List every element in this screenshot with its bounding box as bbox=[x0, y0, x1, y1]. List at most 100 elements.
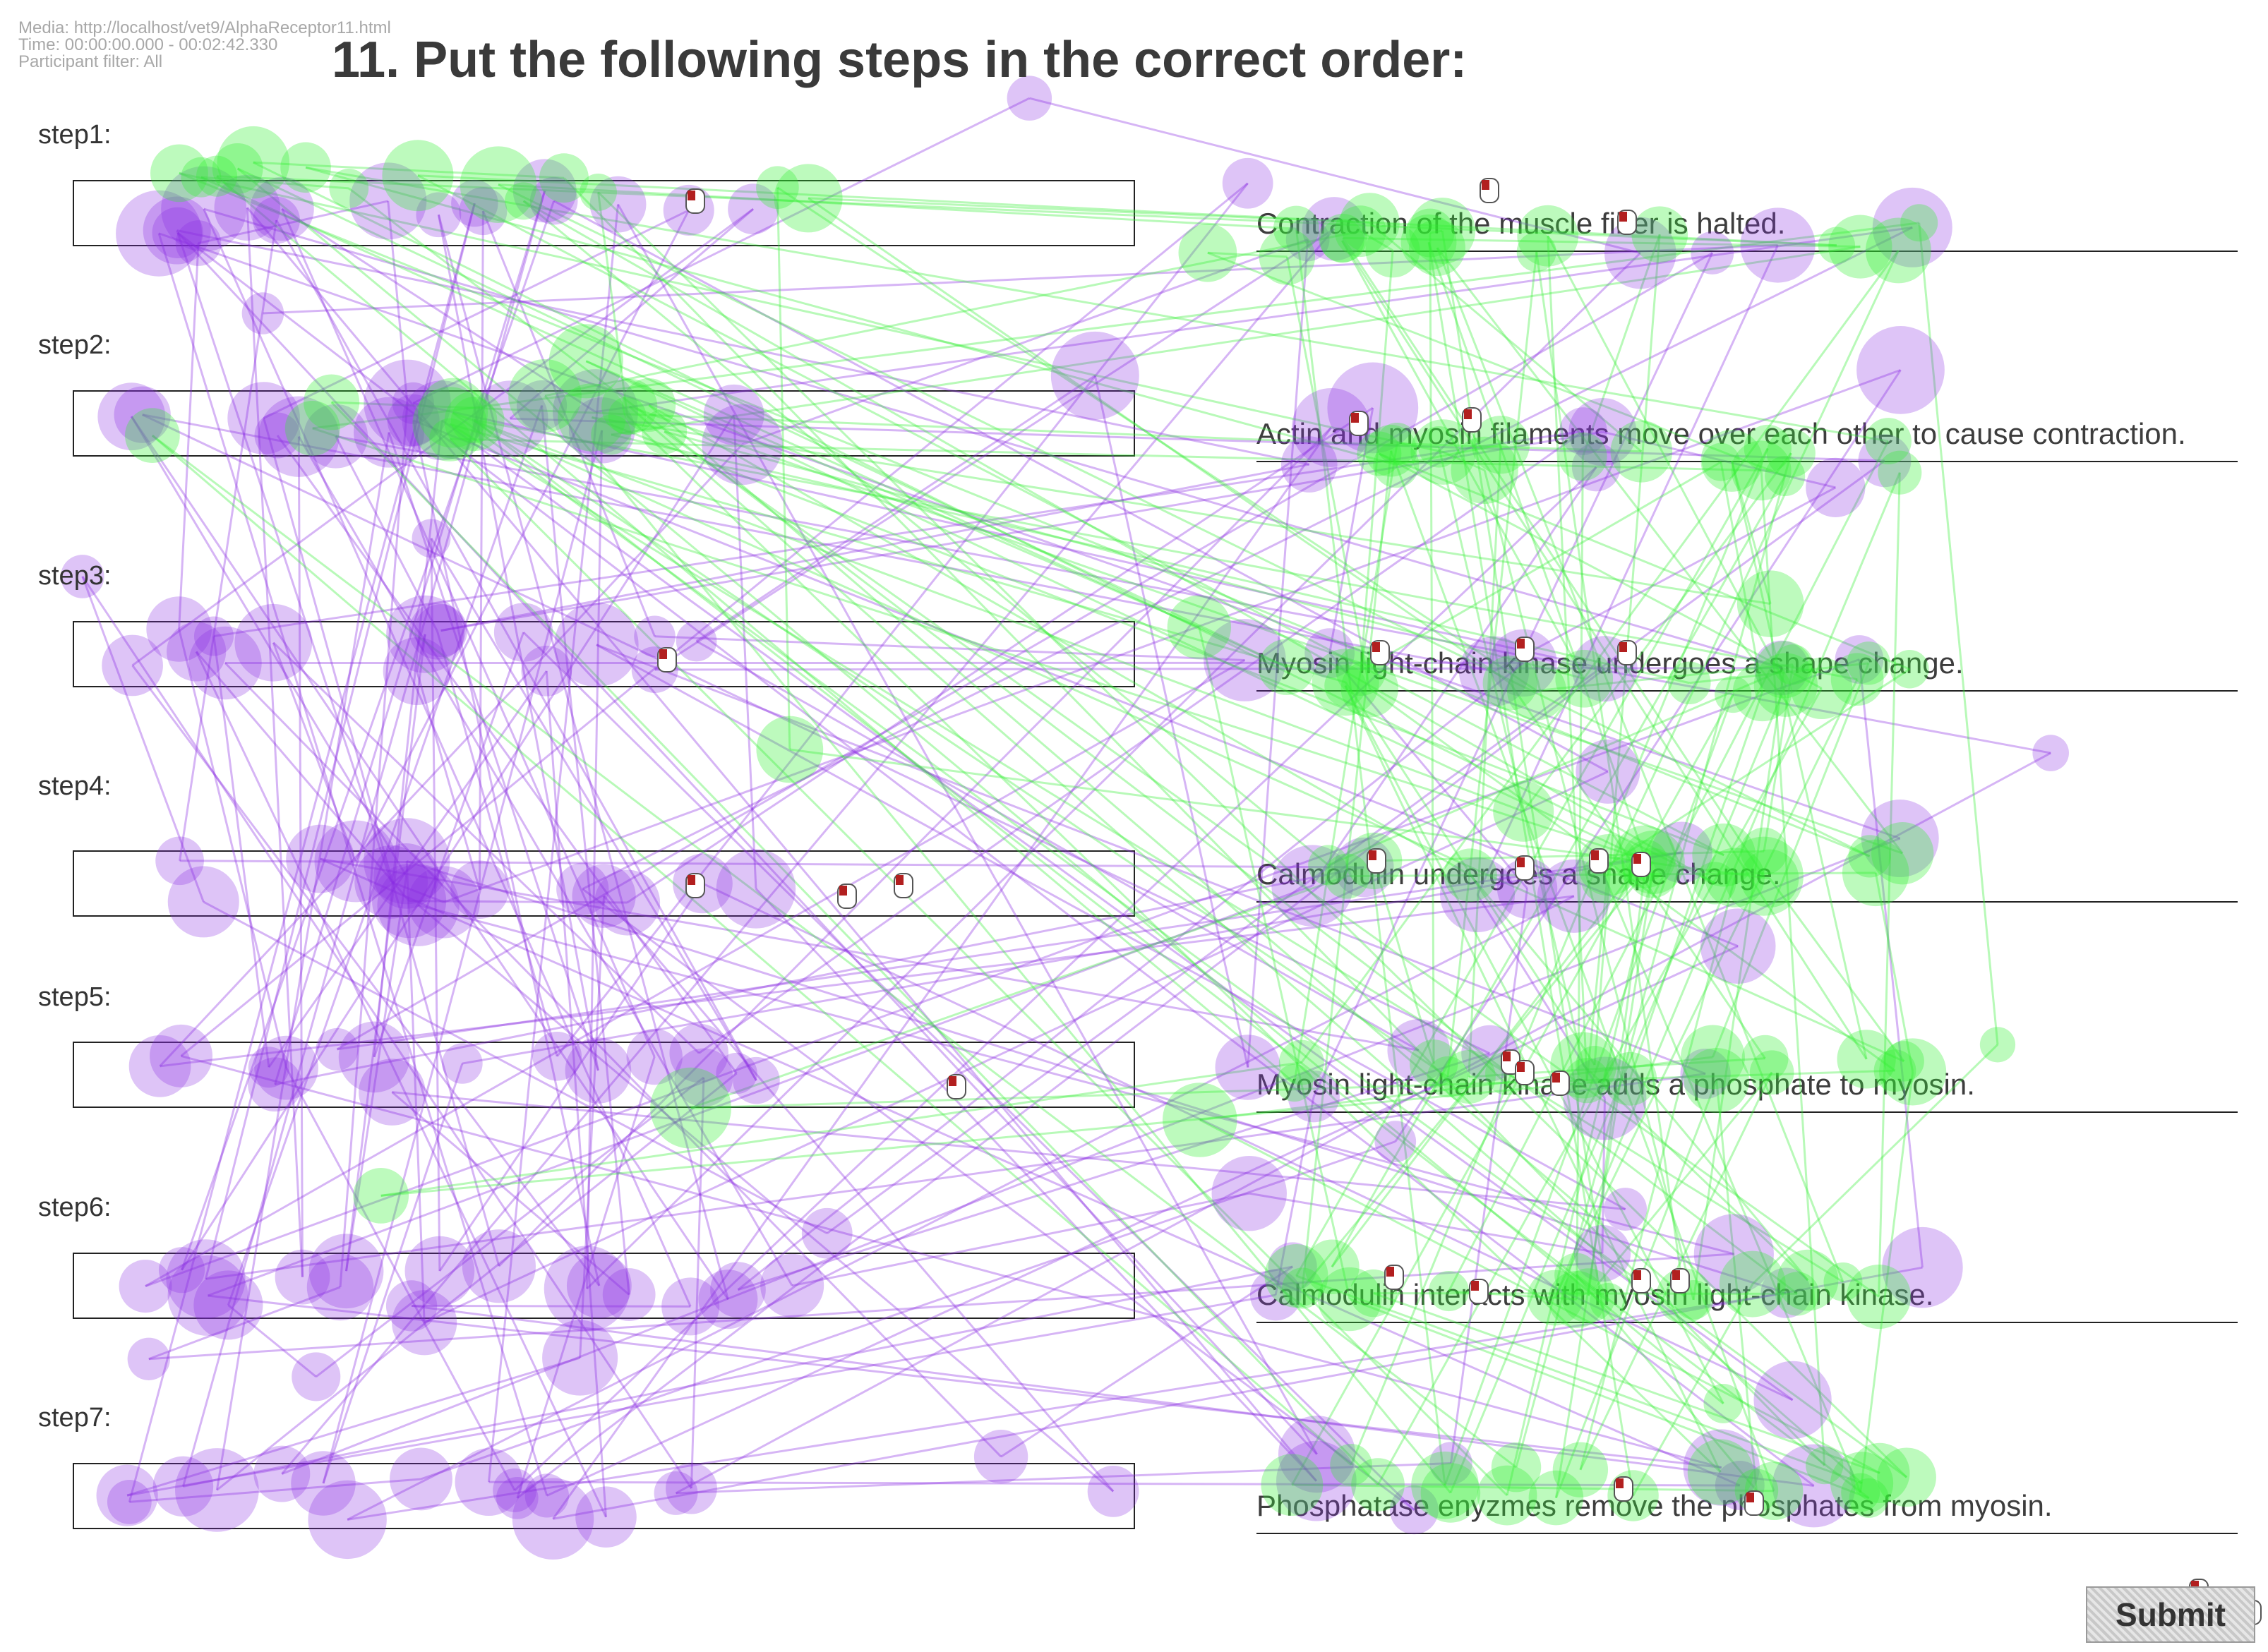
saccade-line bbox=[347, 895, 1575, 1521]
saccade-line bbox=[544, 230, 1361, 397]
fixation-circle bbox=[241, 292, 284, 334]
saccade-line bbox=[1441, 230, 1609, 1302]
saccade-line bbox=[1349, 1298, 1870, 1500]
saccade-line bbox=[253, 161, 565, 179]
step-drop-box-7[interactable] bbox=[73, 1463, 1135, 1529]
saccade-line bbox=[544, 394, 1452, 1494]
saccade-line bbox=[160, 895, 1574, 1068]
step-drop-box-5[interactable] bbox=[73, 1042, 1135, 1108]
statement-item-7[interactable]: Phosphatase enyzmes remove the phosphate… bbox=[1256, 1476, 2238, 1534]
statement-item-3[interactable]: Myosin light-chain kinase undergoes a sh… bbox=[1256, 634, 2238, 692]
saccade-line bbox=[755, 888, 1317, 1482]
saccade-line bbox=[181, 414, 735, 1271]
saccade-line bbox=[1468, 445, 1502, 1078]
saccade-line bbox=[552, 427, 1333, 1520]
fixation-circle bbox=[1736, 570, 1804, 637]
fixation-circle bbox=[542, 1320, 618, 1396]
saccade-line bbox=[330, 401, 1379, 1486]
fixation-circle bbox=[1167, 595, 1232, 659]
statement-text: Calmodulin undergoes a shape change. bbox=[1256, 857, 1781, 891]
saccade-line bbox=[1436, 247, 1904, 855]
saccade-line bbox=[203, 208, 692, 1307]
submit-button[interactable]: Submit bbox=[2086, 1586, 2255, 1643]
step-drop-box-4[interactable] bbox=[73, 850, 1135, 917]
saccade-line bbox=[145, 658, 1860, 1287]
saccade-line bbox=[1506, 872, 1654, 1496]
fixation-circle bbox=[1604, 1188, 1648, 1231]
saccade-line bbox=[345, 634, 426, 1272]
saccade-line bbox=[449, 438, 1508, 1497]
fixation-circle bbox=[1576, 739, 1640, 804]
saccade-line bbox=[1285, 256, 1371, 689]
saccade-line bbox=[348, 187, 1798, 1295]
fixation-circle bbox=[292, 1352, 341, 1401]
saccade-line bbox=[176, 230, 392, 883]
statement-item-6[interactable]: Calmodulin interacts with myosin light-c… bbox=[1256, 1265, 2238, 1323]
saccade-line bbox=[440, 463, 1310, 632]
saccade-line bbox=[158, 232, 1901, 840]
saccade-line bbox=[1604, 878, 1862, 1493]
saccade-line bbox=[131, 665, 601, 1286]
saccade-line bbox=[452, 411, 1524, 813]
statement-item-5[interactable]: Myosin light-chain kinase adds a phospha… bbox=[1256, 1055, 2238, 1113]
step-label-5: step5: bbox=[38, 982, 112, 1012]
step-drop-box-6[interactable] bbox=[73, 1253, 1135, 1319]
saccade-line bbox=[315, 1076, 704, 1378]
saccade-line bbox=[181, 200, 556, 1271]
saccade-line bbox=[1450, 888, 1529, 1464]
saccade-line bbox=[1523, 452, 1792, 812]
saccade-line bbox=[1394, 369, 1902, 1142]
saccade-line bbox=[205, 203, 476, 1279]
saccade-line bbox=[1093, 375, 1249, 1068]
saccade-line bbox=[1328, 668, 1784, 867]
statement-text: Myosin light-chain kinase adds a phospha… bbox=[1256, 1068, 1975, 1101]
statement-item-1[interactable]: Contraction of the muscle fiber is halte… bbox=[1256, 194, 2238, 252]
fixation-circles bbox=[61, 76, 2069, 1560]
statement-text: Calmodulin interacts with myosin light-c… bbox=[1256, 1278, 1934, 1311]
saccade-line bbox=[373, 632, 525, 1058]
saccade-line bbox=[253, 161, 1715, 884]
saccade-line bbox=[595, 226, 1913, 414]
step-drop-box-1[interactable] bbox=[73, 180, 1135, 246]
saccade-line bbox=[1608, 668, 1911, 866]
saccade-line bbox=[437, 214, 729, 1300]
saccade-line bbox=[159, 443, 743, 1067]
statement-item-4[interactable]: Calmodulin undergoes a shape change. bbox=[1256, 845, 2238, 903]
saccade-line bbox=[81, 576, 692, 1489]
saccade-line bbox=[1554, 679, 1859, 1298]
saccade-line bbox=[1604, 250, 1900, 879]
step-label-1: step1: bbox=[38, 120, 112, 150]
saccade-line bbox=[1730, 460, 1868, 1060]
saccade-line bbox=[1763, 664, 1794, 852]
saccade-line bbox=[388, 432, 599, 1071]
saccade-line bbox=[1768, 877, 1905, 1062]
saccade-line bbox=[339, 403, 409, 1288]
saccade-line bbox=[1692, 669, 1785, 1301]
saccade-line bbox=[1436, 247, 1844, 1283]
step-drop-box-3[interactable] bbox=[73, 621, 1135, 687]
saccade-line bbox=[596, 644, 1626, 1210]
saccade-line bbox=[263, 243, 1778, 315]
saccade-line bbox=[246, 207, 304, 1277]
statement-text: Myosin light-chain kinase undergoes a sh… bbox=[1256, 646, 1964, 680]
saccade-line bbox=[698, 430, 1584, 1054]
fixation-circle bbox=[412, 519, 451, 558]
fixation-circle bbox=[801, 1207, 853, 1259]
time-range: Time: 00:00:00.000 - 00:02:42.330 bbox=[18, 35, 278, 54]
fixation-circle bbox=[1806, 457, 1866, 517]
fixation-circle bbox=[1211, 1155, 1287, 1231]
fixation-circle bbox=[1703, 1383, 1744, 1423]
saccade-line bbox=[1249, 1192, 1603, 1255]
saccade-line bbox=[178, 629, 288, 1068]
saccade-line bbox=[263, 418, 500, 1267]
saccade-line bbox=[430, 538, 757, 1081]
step-label-3: step3: bbox=[38, 561, 112, 591]
step-drop-box-2[interactable] bbox=[73, 390, 1135, 457]
saccade-line bbox=[478, 211, 484, 890]
fixation-circle bbox=[756, 716, 824, 783]
fixation-circle bbox=[1162, 1083, 1237, 1157]
recording-info: Media: http://localhost/vet9/AlphaRecept… bbox=[18, 20, 391, 71]
saccade-line bbox=[498, 426, 1332, 1267]
statement-item-2[interactable]: Actin and myosin filaments move over eac… bbox=[1256, 404, 2238, 462]
saccade-line bbox=[1554, 872, 1654, 1498]
